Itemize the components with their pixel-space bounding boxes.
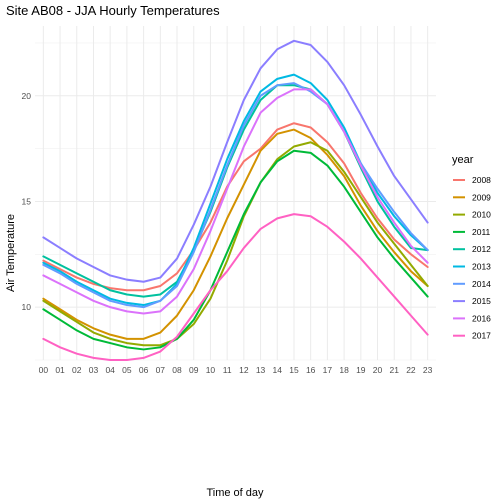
legend-title: year [452, 154, 474, 166]
x-tick-label: 05 [122, 365, 132, 375]
legend-label-2009: 2009 [472, 192, 491, 202]
series-line-2016 [42, 88, 429, 315]
series-line-2009 [42, 128, 429, 340]
series-line-2010 [42, 141, 429, 347]
y-tick-labels: 10 15 20 [22, 91, 32, 312]
x-tick-label: 11 [223, 365, 232, 375]
legend-label-2012: 2012 [472, 244, 491, 254]
x-tick-label: 16 [306, 365, 316, 375]
y-tick-label: 10 [22, 302, 32, 312]
y-axis-title: Air Temperature [5, 214, 17, 292]
x-tick-label: 06 [139, 365, 149, 375]
legend-label-2013: 2013 [472, 262, 491, 272]
legend-label-2010: 2010 [472, 210, 491, 220]
x-tick-label: 14 [273, 365, 283, 375]
x-tick-label: 08 [172, 365, 182, 375]
legend-label-2016: 2016 [472, 313, 491, 323]
y-tick-label: 15 [22, 196, 32, 206]
chart-title: Site AB08 - JJA Hourly Temperatures [6, 3, 220, 18]
x-tick-label: 13 [256, 365, 266, 375]
x-tick-labels: 00 01 02 03 04 05 06 07 08 09 10 11 12 13 14 15 16 17 18 19… [39, 365, 433, 375]
series-lines [42, 39, 429, 361]
x-tick-label: 04 [105, 365, 115, 375]
x-tick-label: 12 [239, 365, 249, 375]
legend-label-2008: 2008 [472, 175, 491, 185]
x-tick-label: 07 [156, 365, 166, 375]
x-tick-label: 03 [89, 365, 99, 375]
x-tick-label: 15 [289, 365, 299, 375]
x-tick-label: 21 [389, 365, 399, 375]
x-tick-label: 09 [189, 365, 199, 375]
series-line-2012 [42, 84, 429, 298]
x-tick-label: 22 [406, 365, 416, 375]
legend-label-2011: 2011 [472, 227, 491, 237]
legend-label-2017: 2017 [472, 331, 491, 341]
y-tick-label: 20 [22, 91, 32, 101]
series-line-2017 [42, 213, 429, 361]
x-tick-label: 02 [72, 365, 82, 375]
series-line-2011 [42, 149, 429, 351]
legend: year 2008 2009 2010 2011 2012 2013 2014 2015 201… [452, 154, 491, 341]
x-tick-label: 23 [423, 365, 433, 375]
legend-label-2014: 2014 [472, 279, 491, 289]
x-tick-label: 20 [373, 365, 383, 375]
x-axis-title: Time of day [206, 487, 264, 499]
x-tick-label: 10 [206, 365, 216, 375]
series-line-2015 [42, 39, 429, 283]
legend-label-2015: 2015 [472, 296, 491, 306]
x-tick-label: 01 [55, 365, 65, 375]
series-line-2014 [42, 82, 429, 309]
x-tick-label: 18 [339, 365, 349, 375]
x-tick-label: 17 [323, 365, 333, 375]
series-line-2008 [42, 122, 429, 292]
x-tick-label: 00 [39, 365, 49, 375]
x-tick-label: 19 [356, 365, 366, 375]
